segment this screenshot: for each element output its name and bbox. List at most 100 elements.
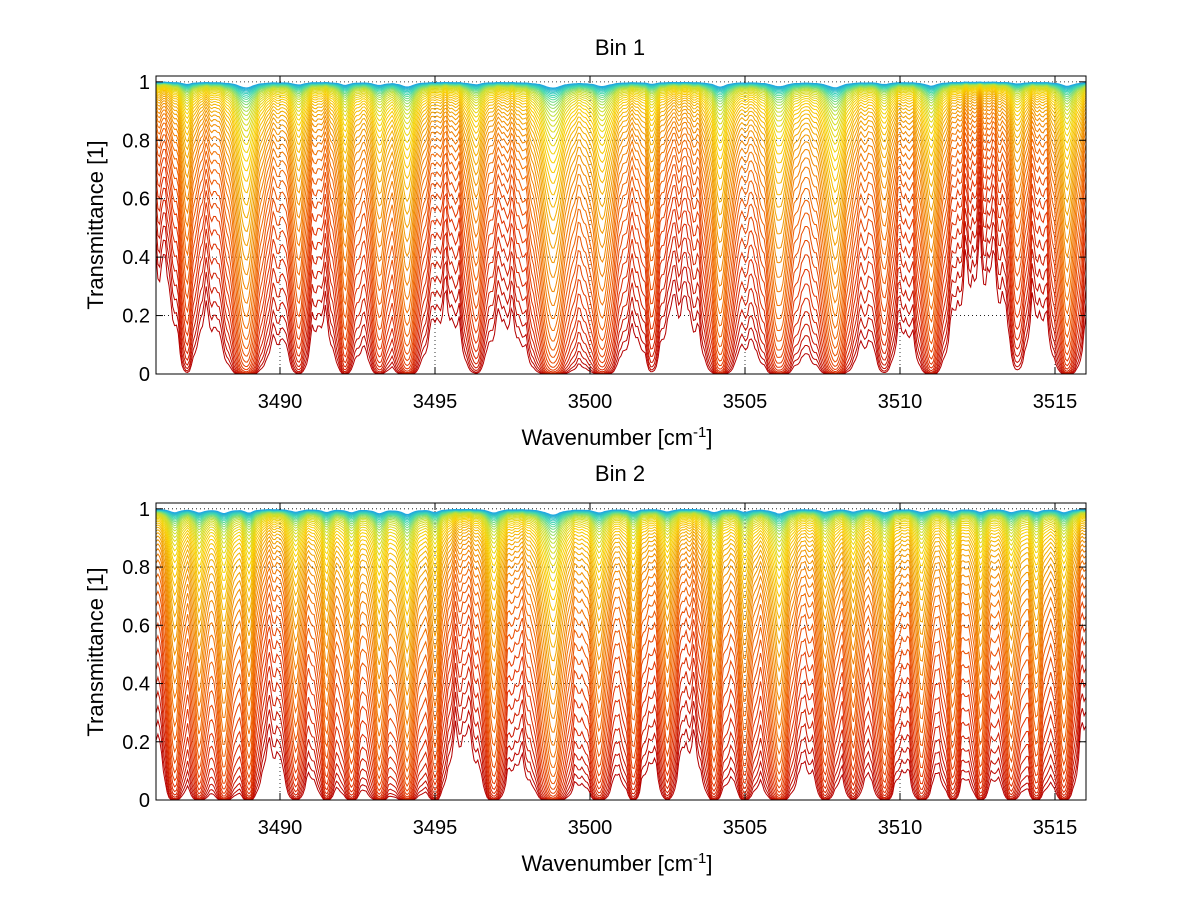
bin2-series [155,508,1087,801]
bin2-y-tick-label: 0.2 [122,732,150,754]
bin2-series-line [155,582,1087,785]
bin1-series-line [155,84,1087,147]
bin1-plot-frame [155,75,1087,375]
bin1-x-tick-label: 3500 [568,391,613,413]
bin2-series-line [155,553,1087,746]
bin1-series-line [155,134,1087,368]
bin2-ticks: 3490 3495 3500 3505 3510 3515 0 0.2 0.4 0.6 0.8 1 [122,499,1086,839]
bin2-series-line [155,523,1087,635]
bin2-series-line [155,510,1087,533]
bin2-series-line [155,522,1087,623]
bin2-series-line [155,546,1087,733]
bin2-series-line [155,511,1087,544]
bin1-x-axis-label-main: Wavenumber [cm [521,425,693,450]
bin2-panel: Bin 2 3490 3495 3500 3505 3510 3515 0 0.2 0.4 0.6… [83,461,1087,876]
bin1-series-line [155,82,1087,109]
bin2-series-line [155,706,1087,801]
bin1-series-line [155,87,1087,184]
bin2-y-tick-label: 0 [139,790,150,812]
bin2-x-axis-label: Wavenumber [cm-1] [521,850,712,876]
bin1-y-tick-label: 0.6 [122,189,150,211]
bin1-x-tick-label: 3490 [258,391,303,413]
bin2-series-line [155,649,1087,801]
bin1-series-line [155,94,1087,264]
bin2-series-line [155,600,1087,794]
bin1-y-tick-label: 0.2 [122,306,150,328]
bin1-series-line [155,90,1087,221]
bin2-series-line [155,573,1087,777]
bin2-series-line [155,611,1087,797]
bin2-series-line [155,511,1087,536]
bin1-panel: Bin 1 3490 3495 3500 3505 3510 3515 0 0.2 0.4 0.6… [83,35,1087,450]
bin2-series-line [155,514,1087,567]
bin2-series-line [155,623,1087,799]
bin2-series-line [155,534,1087,691]
bin1-series-line [155,176,1087,375]
bin2-series-line [155,513,1087,560]
bin1-x-axis-label-superscript: -1 [693,424,706,441]
bin1-series-line [155,88,1087,196]
bin1-series-line [155,91,1087,235]
bin2-series-line [155,512,1087,549]
bin1-series-line [155,84,1087,133]
bin1-series-line [155,83,1087,127]
bin2-x-tick-label: 3505 [723,817,768,839]
bin2-series-line [155,517,1087,591]
bin1-series-line [155,157,1087,374]
bin2-y-axis-label: Transmittance [1] [83,567,108,736]
bin2-series-line [155,663,1087,801]
bin2-series-line [155,526,1087,648]
bin1-x-tick-label: 3495 [413,391,458,413]
bin2-series-line [155,677,1087,801]
bin1-y-tick-label: 0.4 [122,247,150,269]
bin2-series-line [155,520,1087,611]
bin2-x-tick-label: 3500 [568,817,613,839]
bin1-x-tick-label: 3505 [723,391,768,413]
bin2-series-line [155,515,1087,574]
bin1-y-axis-label: Transmittance [1] [83,140,108,309]
bin1-x-axis-label-suffix: ] [706,425,712,450]
bin1-series-line [155,85,1087,155]
bin2-series-line [155,538,1087,705]
bin2-x-tick-label: 3495 [413,817,458,839]
bin1-y-tick-label: 0 [139,364,150,386]
bin1-series-line [155,81,1087,89]
bin1-series-line [155,166,1087,375]
bin1-x-tick-label: 3515 [1033,391,1078,413]
bin2-x-axis-label-suffix: ] [706,851,712,876]
bin2-series-line [155,513,1087,554]
bin2-plot-frame [155,502,1087,801]
bin1-series-line [155,83,1087,117]
bin1-series-line [155,84,1087,139]
bin2-title: Bin 2 [595,461,645,486]
bin2-x-axis-label-superscript: -1 [693,850,706,867]
bin1-series-line [155,96,1087,278]
bin2-series-line [155,720,1087,801]
bin1-series-line [155,86,1087,174]
bin2-series-line [155,542,1087,719]
bin2-series-line [155,518,1087,601]
bin2-series-line [155,591,1087,790]
bin2-series-line [155,559,1087,758]
bin2-y-tick-label: 0.4 [122,674,150,696]
bin1-series-line [155,117,1087,351]
bin2-series-line [155,566,1087,769]
bin1-series-line [155,187,1087,375]
bin1-series-line [155,82,1087,113]
bin2-y-tick-label: 0.6 [122,615,150,637]
bin1-y-tick-label: 1 [139,72,150,94]
bin1-x-tick-label: 3510 [878,391,923,413]
bin2-series-line [155,635,1087,800]
bin1-title: Bin 1 [595,35,645,60]
bin2-y-tick-label: 0.8 [122,557,150,579]
bin2-series-line [155,508,1086,516]
bin1-series-line [155,109,1087,332]
bin1-series-line [155,83,1087,122]
bin2-x-tick-label: 3510 [878,817,923,839]
bin2-y-tick-label: 1 [139,499,150,521]
bin1-series-line [155,89,1087,208]
bin2-x-tick-label: 3490 [258,817,303,839]
bin1-ticks: 3490 3495 3500 3505 3510 3515 0 0.2 0.4 0.6 0.8 1 [122,72,1086,413]
bin2-series-line [155,511,1087,540]
bin1-y-tick-label: 0.8 [122,130,150,152]
